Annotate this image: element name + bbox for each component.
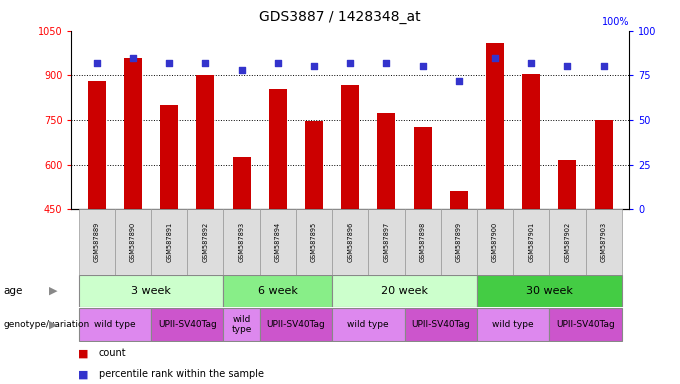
Point [526,60,537,66]
Text: GSM587897: GSM587897 [384,222,390,262]
Bar [197,75,214,209]
Text: wild type: wild type [347,320,389,329]
Bar [224,308,260,341]
Bar [486,43,504,209]
Point [273,60,284,66]
Text: genotype/variation: genotype/variation [3,320,90,329]
Point [236,67,247,73]
Bar [477,275,622,306]
Bar [260,308,332,341]
Text: wild
type: wild type [231,315,252,334]
Bar [79,275,224,306]
Bar [124,58,142,209]
Text: GSM587894: GSM587894 [275,222,281,262]
FancyBboxPatch shape [332,209,369,275]
Bar [449,191,468,209]
Bar [549,308,622,341]
FancyBboxPatch shape [79,209,115,275]
Bar [522,74,541,209]
Bar [405,308,477,341]
Bar [477,308,549,341]
Text: UPII-SV40Tag: UPII-SV40Tag [411,320,470,329]
Text: GSM587893: GSM587893 [239,222,245,262]
Bar [341,85,359,209]
FancyBboxPatch shape [296,209,332,275]
Text: ■: ■ [78,348,88,358]
Bar [377,113,396,209]
Bar [332,308,405,341]
Text: 20 week: 20 week [381,286,428,296]
Point [562,63,573,70]
Point [345,60,356,66]
Bar [151,308,224,341]
Text: 6 week: 6 week [258,286,298,296]
Text: GSM587903: GSM587903 [600,222,607,262]
Point [309,63,320,70]
FancyBboxPatch shape [477,209,513,275]
Text: GSM587896: GSM587896 [347,222,353,262]
Text: GSM587891: GSM587891 [166,222,172,262]
FancyBboxPatch shape [187,209,224,275]
FancyBboxPatch shape [115,209,151,275]
FancyBboxPatch shape [549,209,585,275]
Text: GSM587889: GSM587889 [94,222,100,262]
Text: GDS3887 / 1428348_at: GDS3887 / 1428348_at [259,10,421,23]
FancyBboxPatch shape [151,209,187,275]
Point [417,63,428,70]
Text: GSM587901: GSM587901 [528,222,534,262]
Point [598,63,609,70]
Text: GSM587898: GSM587898 [420,222,426,262]
Text: UPII-SV40Tag: UPII-SV40Tag [267,320,325,329]
Bar [233,157,251,209]
Bar [558,160,577,209]
Text: GSM587899: GSM587899 [456,222,462,262]
Text: GSM587890: GSM587890 [130,222,136,262]
Text: wild type: wild type [492,320,534,329]
Point [490,55,500,61]
Bar [160,105,178,209]
Bar [224,275,332,306]
Text: ■: ■ [78,369,88,379]
Text: UPII-SV40Tag: UPII-SV40Tag [158,320,217,329]
Text: 100%: 100% [602,17,629,27]
FancyBboxPatch shape [513,209,549,275]
FancyBboxPatch shape [585,209,622,275]
Text: GSM587900: GSM587900 [492,222,498,262]
FancyBboxPatch shape [369,209,405,275]
Point [164,60,175,66]
Bar [305,121,323,209]
Text: GSM587892: GSM587892 [203,222,208,262]
Bar [594,120,613,209]
Bar [269,89,287,209]
Text: ▶: ▶ [49,286,57,296]
Point [128,55,139,61]
Bar [79,308,151,341]
Bar [332,275,477,306]
Point [91,60,102,66]
Text: GSM587895: GSM587895 [311,222,317,262]
Text: age: age [3,286,22,296]
Point [381,60,392,66]
Text: wild type: wild type [94,320,136,329]
Bar [88,81,106,209]
FancyBboxPatch shape [405,209,441,275]
Text: GSM587902: GSM587902 [564,222,571,262]
Text: 3 week: 3 week [131,286,171,296]
Text: 30 week: 30 week [526,286,573,296]
Text: count: count [99,348,126,358]
FancyBboxPatch shape [260,209,296,275]
FancyBboxPatch shape [224,209,260,275]
Text: ▶: ▶ [49,319,57,329]
Text: UPII-SV40Tag: UPII-SV40Tag [556,320,615,329]
FancyBboxPatch shape [441,209,477,275]
Bar [413,127,432,209]
Point [454,78,464,84]
Point [200,60,211,66]
Text: percentile rank within the sample: percentile rank within the sample [99,369,264,379]
